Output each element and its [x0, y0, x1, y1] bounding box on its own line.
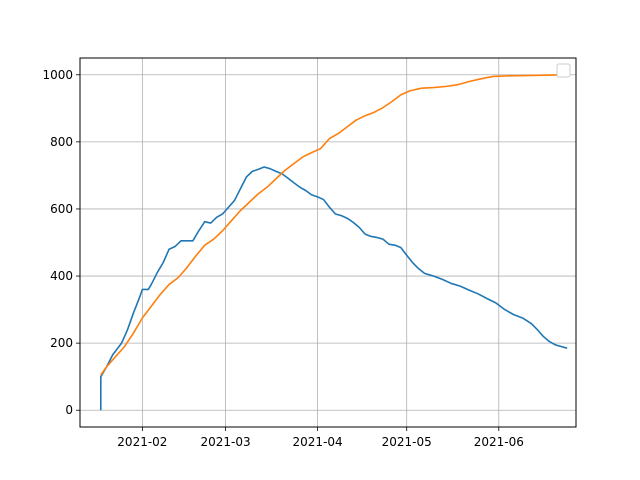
x-tick-label: 2021-05 [382, 435, 432, 449]
plot-frame [79, 57, 577, 428]
legend-box [556, 63, 571, 78]
y-tick-label: 0 [65, 403, 73, 417]
y-tick-label: 800 [50, 135, 73, 149]
series-line-1 [99, 166, 568, 411]
series-line-2 [100, 73, 568, 376]
grid-lines [80, 58, 576, 427]
legend [556, 63, 571, 78]
x-tick-label: 2021-06 [474, 435, 524, 449]
x-tick-label: 2021-02 [117, 435, 167, 449]
y-tick-label: 400 [50, 269, 73, 283]
x-tick-label: 2021-04 [293, 435, 343, 449]
y-tick-label: 200 [50, 336, 73, 350]
series-lines [99, 73, 568, 411]
x-tick-label: 2021-03 [200, 435, 250, 449]
axis-ticks: 2021-02 2021-03 2021-04 2021-05 2021-06 0 200 4… [42, 68, 523, 449]
y-tick-label: 1000 [42, 68, 73, 82]
y-tick-label: 600 [50, 202, 73, 216]
